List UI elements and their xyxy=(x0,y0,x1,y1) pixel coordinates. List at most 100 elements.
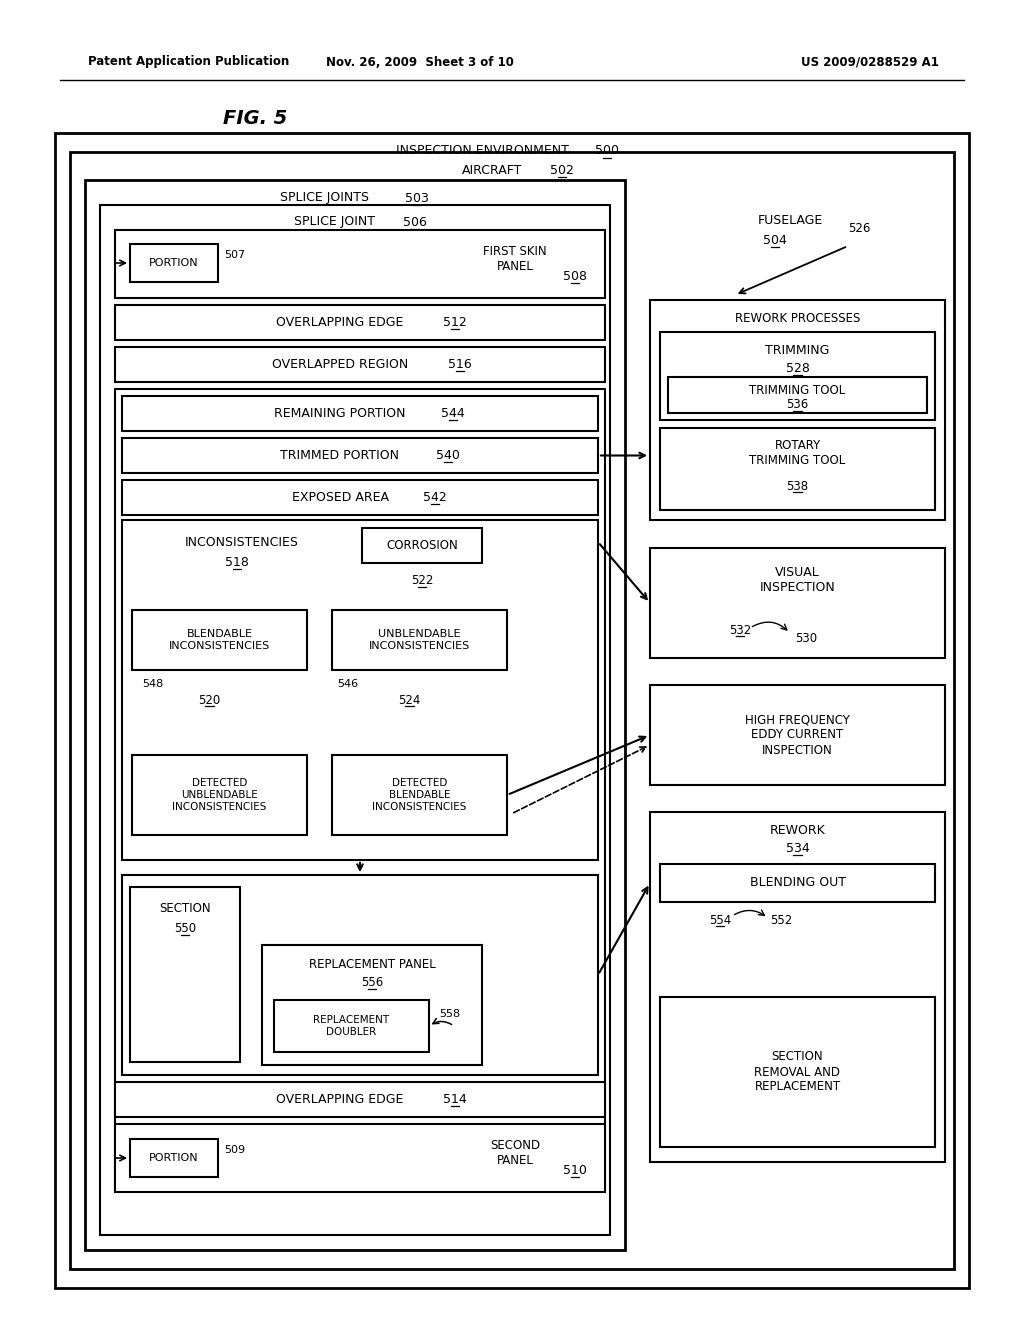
Bar xyxy=(650,548,945,657)
Bar xyxy=(130,1139,218,1177)
Bar xyxy=(274,1001,429,1052)
Text: 507: 507 xyxy=(224,249,245,260)
Text: FIRST SKIN
PANEL: FIRST SKIN PANEL xyxy=(483,246,547,273)
Text: 524: 524 xyxy=(398,693,421,706)
Text: CORROSION: CORROSION xyxy=(386,539,458,552)
Text: 506: 506 xyxy=(403,215,427,228)
Text: REWORK: REWORK xyxy=(770,824,825,837)
Bar xyxy=(115,347,605,381)
Text: AIRCRAFT: AIRCRAFT xyxy=(462,164,522,177)
Bar xyxy=(650,685,945,785)
Text: 546: 546 xyxy=(337,678,358,689)
Text: 509: 509 xyxy=(224,1144,245,1155)
Bar xyxy=(132,610,307,671)
Text: REWORK PROCESSES: REWORK PROCESSES xyxy=(735,312,860,325)
Text: 522: 522 xyxy=(411,574,433,587)
Bar xyxy=(262,945,482,1065)
Bar xyxy=(122,396,598,432)
Text: BLENDABLE
INCONSISTENCIES: BLENDABLE INCONSISTENCIES xyxy=(169,630,270,651)
Text: 500: 500 xyxy=(595,144,618,157)
Bar xyxy=(115,230,605,298)
Text: OVERLAPPING EDGE: OVERLAPPING EDGE xyxy=(276,315,403,329)
Text: EXPOSED AREA: EXPOSED AREA xyxy=(292,491,388,504)
Text: 504: 504 xyxy=(763,234,786,247)
Bar xyxy=(55,133,969,1288)
Bar xyxy=(660,333,935,420)
Bar xyxy=(660,865,935,902)
Bar xyxy=(122,875,598,1074)
Bar xyxy=(130,887,240,1063)
Bar xyxy=(115,389,605,1189)
Bar xyxy=(115,1125,605,1192)
Text: 548: 548 xyxy=(142,678,163,689)
Text: ROTARY
TRIMMING TOOL: ROTARY TRIMMING TOOL xyxy=(750,440,846,467)
Text: OVERLAPPED REGION: OVERLAPPED REGION xyxy=(272,358,409,371)
Text: 530: 530 xyxy=(795,631,817,644)
Text: Patent Application Publication: Patent Application Publication xyxy=(88,55,289,69)
Text: 516: 516 xyxy=(449,358,472,371)
Bar xyxy=(130,244,218,282)
Text: SPLICE JOINT: SPLICE JOINT xyxy=(295,215,376,228)
Bar xyxy=(660,428,935,510)
Text: 534: 534 xyxy=(785,842,809,854)
Text: 510: 510 xyxy=(563,1163,587,1176)
Bar xyxy=(122,438,598,473)
Text: 512: 512 xyxy=(443,315,467,329)
Text: 552: 552 xyxy=(770,913,793,927)
Text: 526: 526 xyxy=(848,222,870,235)
Text: 508: 508 xyxy=(563,269,587,282)
Text: 532: 532 xyxy=(729,623,752,636)
Text: 544: 544 xyxy=(441,407,465,420)
Text: DETECTED
UNBLENDABLE
INCONSISTENCIES: DETECTED UNBLENDABLE INCONSISTENCIES xyxy=(172,779,266,812)
Text: 514: 514 xyxy=(443,1093,467,1106)
Text: 528: 528 xyxy=(785,362,809,375)
Bar xyxy=(660,997,935,1147)
Text: FIG. 5: FIG. 5 xyxy=(223,108,287,128)
Bar xyxy=(332,610,507,671)
Text: OVERLAPPING EDGE: OVERLAPPING EDGE xyxy=(276,1093,403,1106)
Text: INCONSISTENCIES: INCONSISTENCIES xyxy=(185,536,299,549)
Text: PORTION: PORTION xyxy=(150,1152,199,1163)
Text: SECTION
REMOVAL AND
REPLACEMENT: SECTION REMOVAL AND REPLACEMENT xyxy=(755,1051,841,1093)
Text: SECOND
PANEL: SECOND PANEL xyxy=(489,1139,540,1167)
Text: 518: 518 xyxy=(225,556,249,569)
Text: BLENDING OUT: BLENDING OUT xyxy=(750,876,846,890)
Text: REMAINING PORTION: REMAINING PORTION xyxy=(274,407,406,420)
Text: SECTION: SECTION xyxy=(159,903,211,916)
Bar xyxy=(668,378,927,413)
Text: Nov. 26, 2009  Sheet 3 of 10: Nov. 26, 2009 Sheet 3 of 10 xyxy=(326,55,514,69)
Text: US 2009/0288529 A1: US 2009/0288529 A1 xyxy=(801,55,939,69)
Bar xyxy=(115,1082,605,1117)
Text: 556: 556 xyxy=(360,977,383,990)
Text: INSPECTION ENVIRONMENT: INSPECTION ENVIRONMENT xyxy=(395,144,568,157)
Bar xyxy=(70,152,954,1269)
Bar xyxy=(122,520,598,861)
Bar xyxy=(122,480,598,515)
Text: DETECTED
BLENDABLE
INCONSISTENCIES: DETECTED BLENDABLE INCONSISTENCIES xyxy=(373,779,467,812)
Text: 538: 538 xyxy=(786,479,809,492)
Bar xyxy=(100,205,610,1236)
Text: 502: 502 xyxy=(550,164,573,177)
Text: 503: 503 xyxy=(406,191,429,205)
Text: FUSELAGE: FUSELAGE xyxy=(758,214,822,227)
Text: UNBLENDABLE
INCONSISTENCIES: UNBLENDABLE INCONSISTENCIES xyxy=(369,630,470,651)
Text: VISUAL
INSPECTION: VISUAL INSPECTION xyxy=(760,566,836,594)
Text: PORTION: PORTION xyxy=(150,257,199,268)
Bar xyxy=(85,180,625,1250)
Text: SPLICE JOINTS: SPLICE JOINTS xyxy=(281,191,370,205)
Bar xyxy=(362,528,482,564)
Text: TRIMMING: TRIMMING xyxy=(765,343,829,356)
Text: 540: 540 xyxy=(436,449,460,462)
Text: TRIMMED PORTION: TRIMMED PORTION xyxy=(281,449,399,462)
Bar xyxy=(115,305,605,341)
Text: 558: 558 xyxy=(439,1008,460,1019)
Text: 542: 542 xyxy=(423,491,446,504)
Text: REPLACEMENT PANEL: REPLACEMENT PANEL xyxy=(308,958,435,972)
Text: HIGH FREQUENCY
EDDY CURRENT
INSPECTION: HIGH FREQUENCY EDDY CURRENT INSPECTION xyxy=(745,714,850,756)
Text: 550: 550 xyxy=(174,923,196,936)
Bar xyxy=(650,812,945,1162)
Bar xyxy=(132,755,307,836)
Bar xyxy=(650,300,945,520)
Text: 520: 520 xyxy=(199,693,220,706)
Text: REPLACEMENT
DOUBLER: REPLACEMENT DOUBLER xyxy=(313,1015,389,1036)
